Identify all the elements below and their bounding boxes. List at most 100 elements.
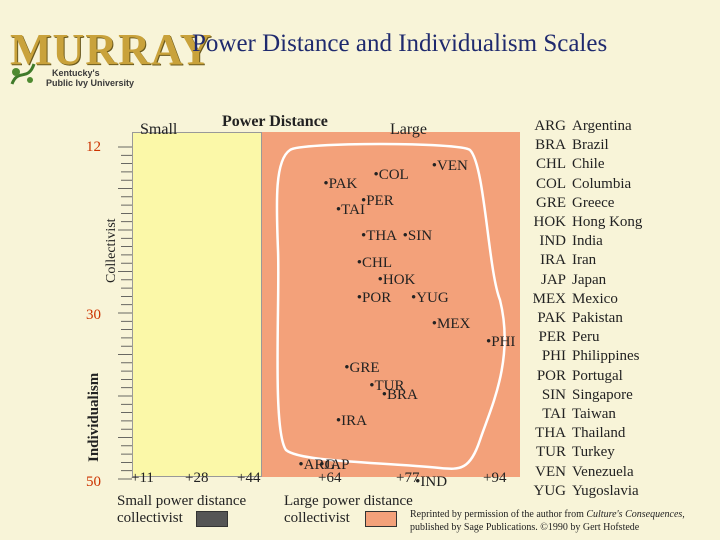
- point-mex: •MEX: [431, 316, 471, 333]
- point-tai: •TAI: [335, 201, 365, 218]
- murray-logo: MURRAY Kentucky's Public Ivy University: [8, 24, 211, 90]
- country-name: Iran: [572, 252, 597, 269]
- country-code: THA: [535, 425, 566, 442]
- slide-title: Power Distance and Individualism Scales: [192, 30, 608, 57]
- country-name: Yugoslavia: [572, 482, 639, 499]
- credit-book-title: Culture's Consequences,: [586, 509, 685, 520]
- country-name: Chile: [572, 156, 605, 173]
- point-tha: •THA: [360, 228, 398, 245]
- point-chl: •CHL: [356, 254, 393, 271]
- country-row: MEX Mexico: [526, 290, 642, 309]
- country-code: VEN: [535, 463, 566, 480]
- country-code: CHL: [536, 156, 566, 173]
- country-code: GRE: [536, 194, 566, 211]
- country-name: Philippines: [572, 348, 640, 365]
- country-row: PAK Pakistan: [526, 309, 642, 328]
- y-region-label: Collectivist: [104, 218, 119, 283]
- country-code: HOK: [533, 214, 567, 231]
- x-tick-label: +44: [237, 470, 261, 486]
- x-end-label-large: Large: [390, 121, 428, 138]
- point-ven: •VEN: [431, 158, 468, 174]
- logo-line2: Public Ivy University: [46, 78, 135, 88]
- country-row: GRE Greece: [526, 194, 642, 213]
- legend-small-pd: Small power distance collectivist: [117, 493, 247, 526]
- country-row: YUG Yugoslavia: [526, 482, 642, 501]
- legend-large-pd: Large power distance collectivist: [284, 493, 413, 526]
- legend-swatch-small-pd: [196, 511, 228, 527]
- country-name: Argentina: [572, 118, 632, 134]
- country-row: VEN Venezuela: [526, 463, 642, 482]
- point-bra: •BRA: [381, 386, 418, 403]
- x-tick-label: +77: [396, 470, 420, 486]
- country-row: THA Thailand: [526, 424, 642, 443]
- x-tick-label: +94: [483, 470, 507, 486]
- small-pd-region: [132, 132, 262, 477]
- credit-note: Reprinted by permission of the author fr…: [410, 508, 685, 534]
- country-code: IND: [539, 233, 566, 250]
- country-name: Taiwan: [572, 406, 616, 423]
- x-tick-label: +11: [131, 470, 154, 486]
- logo-wordmark: MURRAY: [10, 25, 213, 74]
- country-row: JAP Japan: [526, 271, 642, 290]
- country-name: Japan: [572, 271, 607, 288]
- y-tick-label: 30: [86, 307, 101, 323]
- country-code: COL: [536, 175, 566, 192]
- country-code: PER: [538, 329, 566, 346]
- logo-line1: Kentucky's: [52, 68, 100, 78]
- point-gre: •GRE: [344, 360, 380, 377]
- point-ira: •IRA: [335, 412, 368, 429]
- country-name: Peru: [572, 329, 600, 346]
- point-hok: •HOK: [377, 272, 416, 289]
- country-code: TUR: [536, 444, 566, 461]
- x-end-label-small: Small: [140, 121, 178, 138]
- country-code: TAI: [542, 406, 566, 423]
- point-phi: •PHI: [486, 333, 516, 350]
- country-name: Portugal: [572, 367, 623, 384]
- point-arg: •ARG: [298, 456, 336, 473]
- y-axis-title: Individualism: [86, 372, 102, 462]
- country-row: POR Portugal: [526, 367, 642, 386]
- country-name: Mexico: [572, 290, 618, 307]
- country-row: TAI Taiwan: [526, 405, 642, 424]
- vine-icon: [10, 63, 36, 85]
- point-per: •PER: [360, 193, 394, 210]
- country-name: India: [572, 233, 603, 250]
- point-jap: •JAP: [319, 456, 350, 473]
- country-name: Pakistan: [572, 310, 623, 327]
- y-axis-ruler: [118, 146, 132, 480]
- x-tick-label: +64: [318, 470, 342, 486]
- country-code: YUG: [533, 482, 567, 499]
- credit-line2: published by Sage Publications. ©1990 by…: [410, 522, 640, 533]
- point-yug: •YUG: [410, 289, 449, 306]
- point-pak: •PAK: [323, 175, 358, 192]
- country-row: PHI Philippines: [526, 347, 642, 366]
- country-code: PAK: [537, 310, 566, 327]
- country-name: Thailand: [572, 425, 626, 442]
- y-tick-label: 12: [86, 139, 101, 155]
- country-name: Brazil: [572, 137, 609, 154]
- country-name: Turkey: [572, 444, 615, 461]
- country-code: PHI: [541, 348, 566, 365]
- country-name: Hong Kong: [572, 214, 643, 231]
- country-code: SIN: [541, 386, 566, 403]
- country-row: IND India: [526, 232, 642, 251]
- country-code: POR: [536, 367, 566, 384]
- x-tick-label: +28: [185, 470, 209, 486]
- country-name: Columbia: [572, 175, 632, 192]
- country-code: IRA: [540, 252, 566, 269]
- point-ind: •IND: [415, 474, 448, 491]
- country-row: CHL Chile: [526, 155, 642, 174]
- country-name: Greece: [572, 194, 615, 211]
- country-row: HOK Hong Kong: [526, 213, 643, 232]
- legend-swatch-large-pd: [365, 511, 397, 527]
- country-name: Singapore: [572, 386, 633, 403]
- country-code: MEX: [532, 290, 566, 307]
- y-tick-label: 50: [86, 474, 101, 490]
- point-col: •COL: [373, 166, 409, 183]
- large-pd-region: [262, 132, 520, 477]
- country-row: BRA Brazil: [526, 136, 642, 155]
- point-tur: •TUR: [369, 377, 405, 394]
- country-code: JAP: [540, 271, 566, 288]
- country-row: TUR Turkey: [526, 443, 642, 462]
